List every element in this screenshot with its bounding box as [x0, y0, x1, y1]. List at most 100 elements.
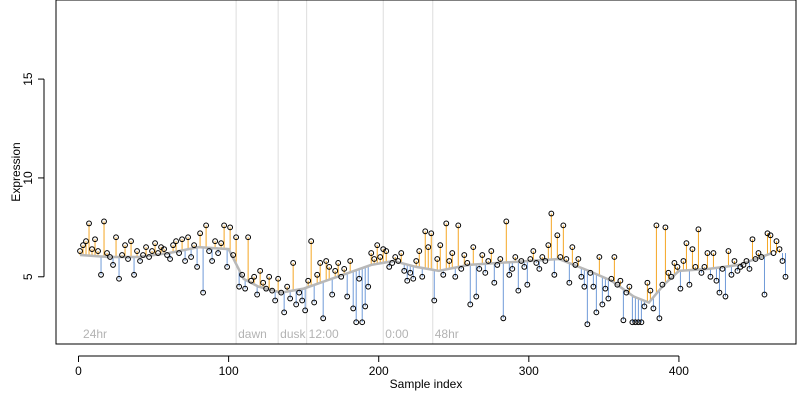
data-point [386, 263, 393, 270]
data-point [131, 271, 137, 278]
data-point [476, 265, 483, 272]
data-point [671, 260, 678, 266]
data-point [716, 289, 723, 296]
data-point [341, 265, 348, 272]
x-axis: 0 100 200 300 400 [75, 355, 689, 378]
data-point [392, 254, 399, 260]
data-point [470, 244, 477, 251]
y-tick-label: 10 [21, 171, 35, 185]
data-point [755, 250, 762, 256]
data-point [149, 248, 155, 254]
data-point [125, 256, 131, 262]
data-point [650, 305, 657, 312]
data-point [641, 303, 648, 310]
data-point [707, 273, 714, 280]
data-point [632, 319, 639, 326]
data-point [98, 271, 104, 278]
data-point [698, 269, 705, 276]
data-point [323, 258, 330, 264]
region-lines [235, 0, 434, 344]
data-point [734, 267, 741, 274]
data-point [77, 248, 83, 254]
data-point [494, 262, 501, 268]
data-point [308, 238, 315, 245]
x-tick-label: 0 [75, 364, 82, 378]
data-point [173, 238, 179, 245]
data-point [170, 242, 176, 249]
region-label-3: 0:00 [385, 327, 409, 341]
data-point [254, 291, 261, 298]
data-point [143, 244, 149, 251]
data-point [107, 254, 113, 260]
data-point [377, 254, 384, 260]
data-point [230, 252, 237, 258]
data-point [359, 319, 366, 326]
data-point [281, 309, 288, 316]
data-point [209, 258, 216, 264]
data-point [356, 275, 363, 282]
data-point [485, 258, 492, 264]
data-point [401, 267, 408, 274]
data-point [461, 252, 468, 258]
data-point [647, 287, 654, 294]
data-point [257, 267, 264, 274]
data-point [284, 283, 291, 290]
data-point [554, 232, 561, 239]
data-point [560, 222, 567, 229]
data-point [458, 265, 465, 272]
data-point [332, 267, 339, 274]
data-point [533, 260, 540, 266]
data-point [134, 248, 140, 254]
data-point [425, 244, 432, 251]
data-point [389, 260, 396, 266]
data-point [620, 317, 627, 324]
data-point [446, 258, 453, 264]
data-point [188, 254, 194, 260]
data-point [590, 283, 597, 290]
data-point [740, 262, 747, 268]
data-point [272, 297, 279, 304]
data-point [95, 248, 101, 254]
x-tick-label: 100 [219, 364, 239, 378]
data-point [782, 273, 789, 280]
smooth-trend-line [79, 245, 773, 304]
data-point [206, 248, 213, 254]
data-point [500, 315, 507, 322]
data-point [227, 224, 234, 231]
data-point [569, 244, 576, 251]
data-point [488, 248, 495, 254]
data-point [512, 254, 519, 260]
data-point [395, 258, 402, 264]
data-point [482, 269, 489, 276]
data-point [518, 258, 525, 264]
data-point [353, 319, 360, 326]
deviation-segments [79, 213, 786, 325]
data-point [731, 258, 738, 264]
x-axis-label: Sample index [390, 377, 463, 391]
data-point [662, 224, 669, 231]
data-point [110, 262, 116, 268]
data-point [191, 242, 197, 249]
data-point [638, 319, 645, 326]
data-point [80, 242, 86, 249]
data-point [629, 319, 636, 326]
data-point [305, 277, 312, 284]
data-point [623, 289, 630, 296]
data-point [602, 285, 609, 292]
data-point [593, 309, 600, 316]
data-point [239, 271, 246, 278]
data-point [287, 295, 294, 302]
data-point [521, 263, 528, 270]
data-point [617, 277, 624, 284]
data-point [776, 246, 783, 253]
data-point [752, 256, 759, 262]
data-point [767, 232, 774, 239]
data-point [605, 295, 612, 302]
data-point [626, 283, 633, 290]
data-point [374, 242, 381, 249]
data-point [659, 281, 666, 288]
data-point [548, 210, 555, 217]
data-point [269, 287, 276, 294]
data-point [479, 252, 486, 258]
